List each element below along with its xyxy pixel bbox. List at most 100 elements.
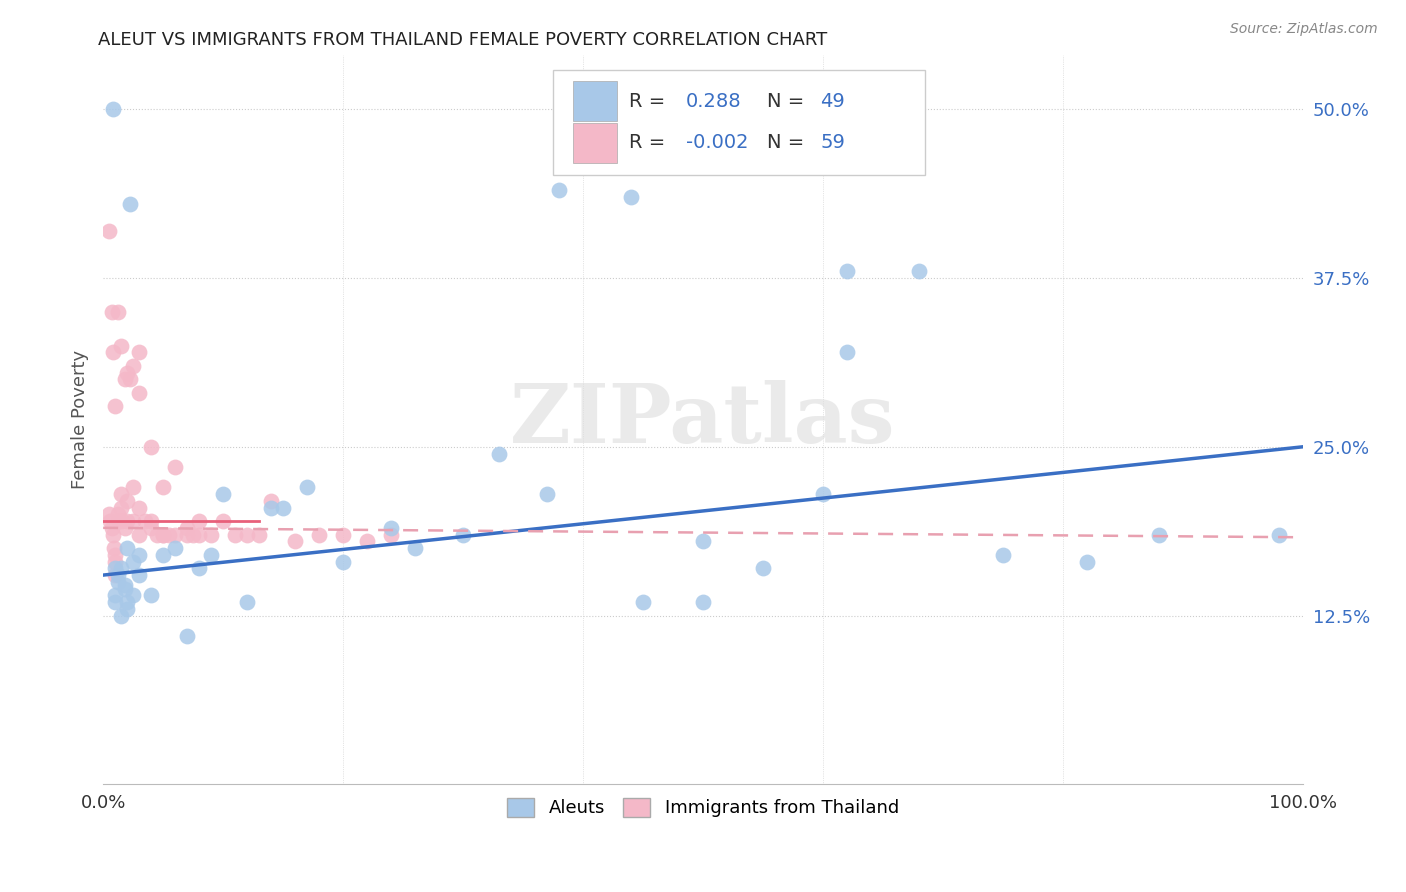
Point [115, 514, 138, 528]
Point [115, 493, 138, 508]
Point [110, 338, 132, 352]
Point [122, 480, 145, 494]
Point [110, 608, 132, 623]
Point [188, 561, 211, 575]
Text: ZIPatlas: ZIPatlas [510, 380, 896, 459]
Point [152, 527, 174, 541]
Point [236, 527, 259, 541]
Point [101, 102, 124, 116]
Point [692, 534, 714, 549]
FancyBboxPatch shape [553, 70, 925, 176]
Point [128, 568, 150, 582]
Point [128, 500, 150, 515]
Text: Source: ZipAtlas.com: Source: ZipAtlas.com [1230, 22, 1378, 37]
Point [111, 514, 134, 528]
Point [110, 487, 132, 501]
Point [122, 555, 145, 569]
Text: ALEUT VS IMMIGRANTS FROM THAILAND FEMALE POVERTY CORRELATION CHART: ALEUT VS IMMIGRANTS FROM THAILAND FEMALE… [98, 31, 828, 49]
Point [176, 521, 198, 535]
Point [107, 568, 129, 582]
Point [260, 500, 283, 515]
Point [752, 561, 775, 575]
Point [139, 514, 162, 528]
Point [908, 264, 931, 278]
Point [98, 508, 121, 522]
Point [139, 521, 162, 535]
Point [224, 527, 246, 541]
Point [176, 629, 198, 643]
Point [404, 541, 426, 555]
Point [620, 190, 643, 204]
Point [104, 568, 127, 582]
Point [122, 514, 145, 528]
Text: N =: N = [766, 133, 804, 153]
Legend: Aleuts, Immigrants from Thailand: Aleuts, Immigrants from Thailand [498, 789, 908, 827]
Text: N =: N = [766, 92, 804, 111]
Point [835, 264, 858, 278]
Point [146, 527, 169, 541]
Point [139, 588, 162, 602]
Point [115, 541, 138, 555]
Point [991, 548, 1014, 562]
Point [107, 574, 129, 589]
Point [104, 561, 127, 575]
Point [200, 527, 222, 541]
Point [122, 588, 145, 602]
Point [692, 595, 714, 609]
Y-axis label: Female Poverty: Female Poverty [72, 351, 89, 490]
Point [631, 595, 654, 609]
Point [122, 359, 145, 373]
Point [200, 548, 222, 562]
Point [128, 527, 150, 541]
Point [104, 555, 127, 569]
Point [332, 527, 354, 541]
Point [100, 304, 122, 318]
Point [114, 577, 136, 591]
Point [1147, 527, 1170, 541]
Text: R =: R = [628, 133, 665, 153]
Point [107, 514, 129, 528]
Point [212, 487, 235, 501]
Point [212, 514, 235, 528]
Point [236, 595, 259, 609]
Point [176, 527, 198, 541]
Point [115, 595, 138, 609]
Point [139, 440, 162, 454]
Point [260, 493, 283, 508]
Point [101, 527, 124, 541]
Point [115, 602, 138, 616]
Point [128, 385, 150, 400]
Point [152, 548, 174, 562]
Point [165, 541, 187, 555]
Point [548, 183, 571, 197]
Point [104, 595, 127, 609]
Point [107, 304, 129, 318]
Text: 49: 49 [821, 92, 845, 111]
Point [104, 548, 127, 562]
FancyBboxPatch shape [574, 122, 617, 162]
Point [1268, 527, 1291, 541]
Point [128, 345, 150, 359]
Point [107, 508, 129, 522]
Text: 59: 59 [821, 133, 845, 153]
Point [103, 541, 125, 555]
Point [118, 372, 141, 386]
Point [247, 527, 270, 541]
Point [188, 514, 211, 528]
Point [128, 548, 150, 562]
Point [380, 527, 402, 541]
Point [181, 527, 204, 541]
Point [157, 527, 180, 541]
Point [811, 487, 834, 501]
Point [488, 446, 510, 460]
Point [134, 514, 156, 528]
Point [114, 582, 136, 596]
Point [115, 366, 138, 380]
Point [98, 224, 121, 238]
Point [110, 500, 132, 515]
Point [536, 487, 558, 501]
Point [114, 372, 136, 386]
Point [165, 460, 187, 475]
Point [308, 527, 330, 541]
Point [1076, 555, 1098, 569]
